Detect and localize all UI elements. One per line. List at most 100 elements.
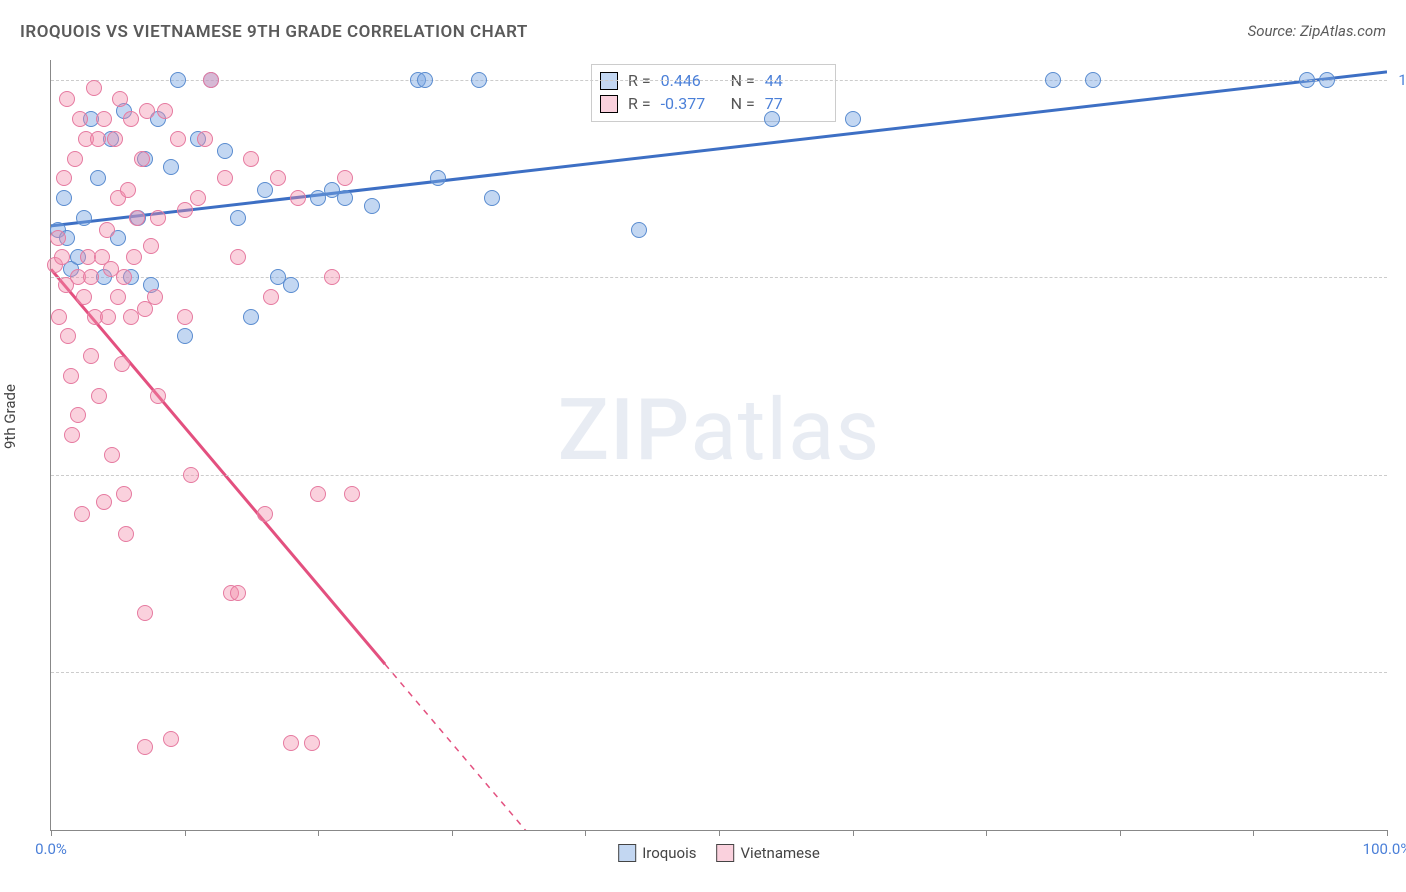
data-point [230, 249, 246, 265]
data-point [170, 72, 186, 88]
data-point [263, 289, 279, 305]
data-point [91, 388, 107, 404]
data-point [310, 486, 326, 502]
data-point [243, 309, 259, 325]
data-point [631, 222, 647, 238]
data-point [257, 506, 273, 522]
legend-item-b: Vietnamese [717, 844, 820, 862]
data-point [54, 249, 70, 265]
data-point [364, 198, 380, 214]
data-point [100, 309, 116, 325]
data-point [83, 348, 99, 364]
x-tick [185, 830, 186, 836]
data-point [1045, 72, 1061, 88]
data-point [283, 277, 299, 293]
data-point [177, 309, 193, 325]
y-tick-label: 100.0% [1392, 71, 1406, 89]
stat-label-n2: N = [731, 94, 755, 113]
x-tick [318, 830, 319, 836]
x-tick-label: 100.0% [1363, 840, 1406, 858]
data-point [157, 103, 173, 119]
stat-r-b: -0.377 [661, 94, 721, 113]
data-point [270, 170, 286, 186]
stat-label-r2: R = [628, 94, 651, 113]
data-point [137, 739, 153, 755]
legend-swatch-b [717, 844, 735, 862]
data-point [99, 222, 115, 238]
data-point [845, 111, 861, 127]
data-point [107, 131, 123, 147]
data-point [197, 131, 213, 147]
data-point [417, 72, 433, 88]
data-point [129, 210, 145, 226]
data-point [1319, 72, 1335, 88]
data-point [1299, 72, 1315, 88]
plot-area: ZIPatlas R = 0.446 N = 44 R = -0.377 N =… [50, 60, 1387, 831]
chart-container: IROQUOIS VS VIETNAMESE 9TH GRADE CORRELA… [0, 0, 1406, 892]
legend-item-a: Iroquois [618, 844, 696, 862]
data-point [170, 131, 186, 147]
legend-label-b: Vietnamese [741, 844, 820, 862]
data-point [217, 143, 233, 159]
stats-row-series-b: R = -0.377 N = 77 [600, 92, 825, 115]
data-point [104, 447, 120, 463]
x-tick [719, 830, 720, 836]
data-point [243, 151, 259, 167]
bottom-legend: Iroquois Vietnamese [618, 844, 820, 862]
x-tick [585, 830, 586, 836]
data-point [51, 309, 67, 325]
data-point [163, 159, 179, 175]
x-tick [51, 830, 52, 836]
data-point [60, 328, 76, 344]
data-point [1085, 72, 1101, 88]
data-point [120, 182, 136, 198]
data-point [76, 289, 92, 305]
data-point [63, 368, 79, 384]
data-point [190, 190, 206, 206]
data-point [230, 210, 246, 226]
x-tick [452, 830, 453, 836]
data-point [59, 91, 75, 107]
y-tick-label: 95.0% [1392, 268, 1406, 286]
data-point [116, 269, 132, 285]
gridline [51, 475, 1387, 476]
x-tick-label: 0.0% [35, 840, 67, 858]
x-tick [986, 830, 987, 836]
data-point [86, 80, 102, 96]
data-point [177, 202, 193, 218]
legend-label-a: Iroquois [642, 844, 696, 862]
data-point [257, 182, 273, 198]
watermark-part-b: atlas [690, 380, 880, 480]
stat-n-b: 77 [765, 94, 825, 113]
data-point [183, 467, 199, 483]
data-point [74, 506, 90, 522]
data-point [304, 735, 320, 751]
data-point [67, 151, 83, 167]
data-point [230, 585, 246, 601]
gridline [51, 80, 1387, 81]
data-point [147, 289, 163, 305]
data-point [430, 170, 446, 186]
data-point [90, 131, 106, 147]
data-point [123, 111, 139, 127]
data-point [70, 407, 86, 423]
x-tick [1253, 830, 1254, 836]
swatch-series-b [600, 95, 618, 113]
data-point [50, 230, 66, 246]
data-point [72, 111, 88, 127]
data-point [143, 238, 159, 254]
data-point [96, 494, 112, 510]
data-point [764, 111, 780, 127]
data-point [114, 356, 130, 372]
data-point [283, 735, 299, 751]
data-point [163, 731, 179, 747]
data-point [324, 269, 340, 285]
data-point [116, 486, 132, 502]
data-point [96, 111, 112, 127]
data-point [83, 269, 99, 285]
data-point [484, 190, 500, 206]
data-point [118, 526, 134, 542]
watermark-part-a: ZIP [558, 380, 691, 480]
correlation-stats-box: R = 0.446 N = 44 R = -0.377 N = 77 [591, 64, 836, 122]
y-axis-label: 9th Grade [1, 384, 19, 449]
